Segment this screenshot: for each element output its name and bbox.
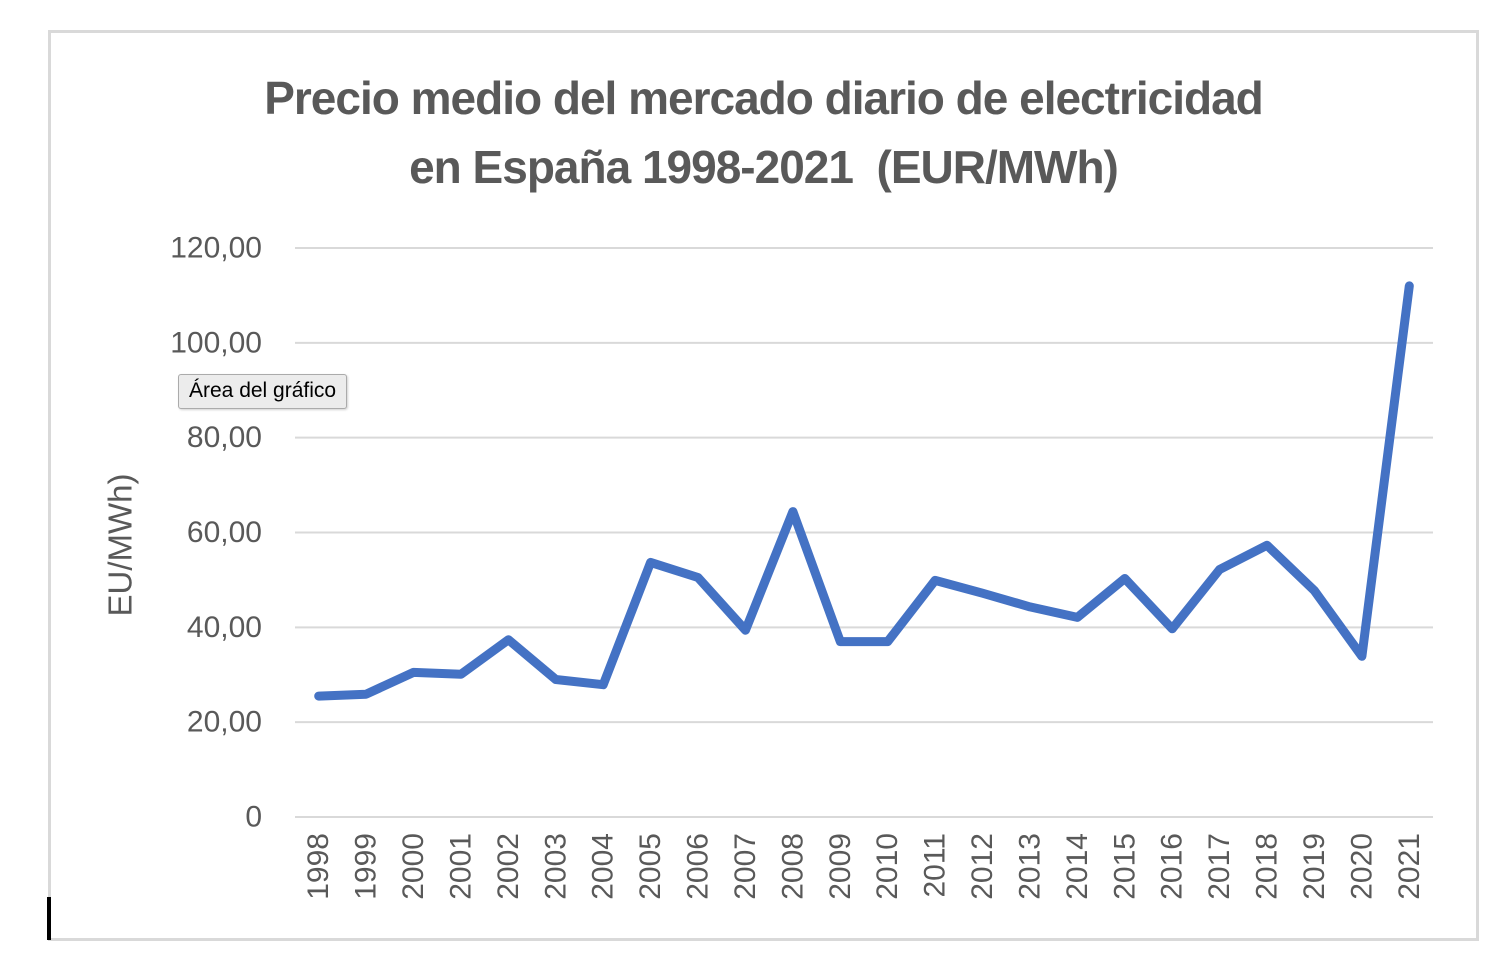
x-tick-label-2009: 2009 [824,833,857,900]
y-tick-label-0: 0 [245,801,262,834]
x-tick-label-2007: 2007 [729,833,762,900]
chart-area-tooltip: Área del gráfico [178,374,348,409]
y-tick-label-120: 120,00 [170,232,262,265]
x-tick-label-2017: 2017 [1203,833,1236,900]
x-tick-label-2004: 2004 [587,833,620,900]
y-tick-label-60: 60,00 [187,516,262,549]
chart-title-line1: Precio medio del mercado diario de elect… [264,72,1264,124]
x-tick-label-1999: 1999 [350,833,383,900]
x-tick-label-2003: 2003 [539,833,572,900]
x-tick-label-2020: 2020 [1345,833,1378,900]
x-tick-label-2016: 2016 [1156,833,1189,900]
x-tick-label-2015: 2015 [1108,833,1141,900]
y-tick-label-80: 80,00 [187,421,262,454]
y-axis-title: EU/MWh) [102,474,139,617]
chart-title: Precio medio del mercado diario de elect… [48,64,1479,202]
x-tick-label-2008: 2008 [776,833,809,900]
series-line[interactable] [314,281,1414,701]
x-tick-label-2005: 2005 [634,833,667,900]
chart-title-line2: en España 1998-2021 (EUR/MWh) [409,141,1119,193]
x-tick-label-2013: 2013 [1013,833,1046,900]
chart-frame[interactable] [48,30,1479,941]
x-tick-label-2018: 2018 [1251,833,1284,900]
x-tick-label-2000: 2000 [397,833,430,900]
y-tick-label-100: 100,00 [170,326,262,359]
y-tick-label-20: 20,00 [187,706,262,739]
x-tick-label-2010: 2010 [871,833,904,900]
x-tick-label-2021: 2021 [1393,833,1426,900]
text-cursor-artifact [47,897,51,940]
x-tick-label-2012: 2012 [966,833,999,900]
y-tick-label-40: 40,00 [187,611,262,644]
x-tick-label-2006: 2006 [682,833,715,900]
x-tick-label-1998: 1998 [302,833,335,900]
x-tick-label-2011: 2011 [919,833,952,898]
x-tick-label-2019: 2019 [1298,833,1331,900]
x-tick-label-2014: 2014 [1061,833,1094,900]
x-tick-label-2002: 2002 [492,833,525,900]
x-tick-label-2001: 2001 [444,833,477,900]
